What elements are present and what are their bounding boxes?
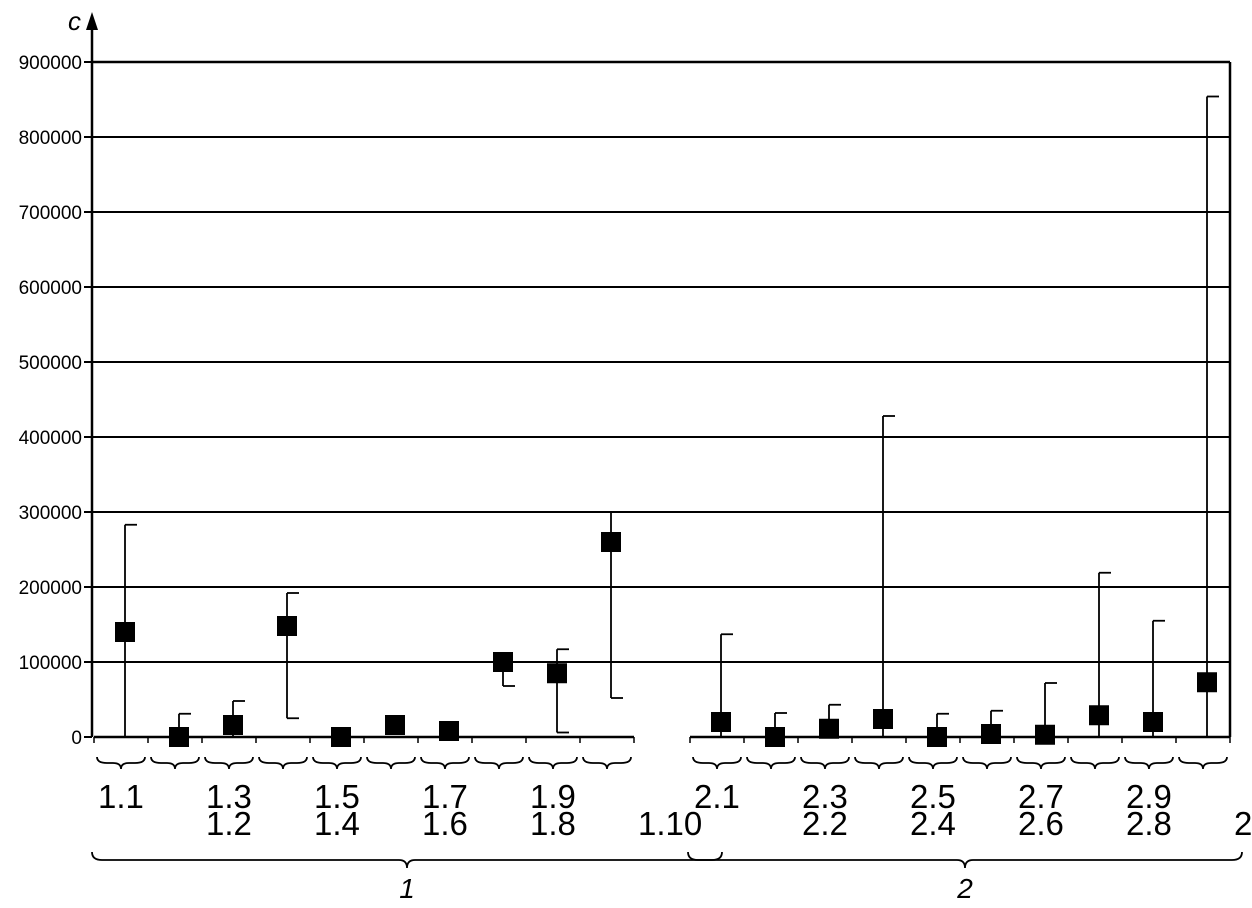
data-point-marker (115, 622, 135, 642)
y-tick-label: 900000 (19, 53, 82, 74)
group-label: 1 (399, 873, 415, 904)
category-label: 2.8 (1126, 805, 1172, 842)
category-brace (746, 756, 796, 770)
category-brace (420, 756, 470, 770)
data-point-marker (493, 652, 513, 672)
category-label: 1.5 (314, 778, 360, 815)
data-point-marker (873, 709, 893, 729)
category-label: 2.6 (1018, 805, 1064, 842)
category-label: 1.9 (530, 778, 576, 815)
y-tick-label: 700000 (19, 203, 82, 224)
category-label: 1.3 (206, 778, 252, 815)
data-point-marker (385, 715, 405, 735)
category-brace (854, 756, 904, 770)
category-label: 2.5 (910, 778, 956, 815)
data-point-marker (1035, 724, 1055, 745)
category-brace (692, 756, 742, 770)
category-label: 2.2 (802, 805, 848, 842)
data-marks (115, 95, 1219, 747)
group-brace (687, 851, 1243, 869)
category-brace (258, 756, 308, 770)
baseline-segments (93, 735, 1231, 743)
data-point-marker (765, 727, 785, 747)
category-label: 2.3 (802, 778, 848, 815)
category-label: 1.4 (314, 805, 360, 842)
y-tick-labels: 0 100000 200000 300000 400000 500000 600000 700… (19, 53, 92, 749)
category-label: 1.1 (98, 778, 144, 815)
category-brace (962, 756, 1012, 770)
category-label: 1.6 (422, 805, 468, 842)
data-point-marker (1089, 705, 1109, 726)
y-tick-label: 600000 (19, 278, 82, 299)
category-label: 1.7 (422, 778, 468, 815)
category-brace (582, 756, 632, 770)
data-point-marker (927, 727, 947, 747)
y-tick-label: 0 (71, 728, 82, 749)
data-point-marker (331, 727, 351, 747)
category-brace (1124, 756, 1174, 770)
category-brace (312, 756, 362, 770)
y-tick-label: 200000 (19, 578, 82, 599)
category-label: 2.7 (1018, 778, 1064, 815)
category-brace (1178, 756, 1228, 770)
y-axis-arrow (86, 12, 98, 30)
category-label: 2.9 (1126, 778, 1172, 815)
y-tick-label: 400000 (19, 428, 82, 449)
data-point-marker (711, 712, 731, 732)
data-point-marker (277, 616, 297, 636)
data-point-marker (169, 727, 189, 747)
data-point-marker (819, 718, 839, 739)
y-tick-label: 500000 (19, 353, 82, 374)
group-label: 2 (956, 873, 973, 904)
category-label: 2.10 (1234, 805, 1252, 842)
y-axis-title: c (68, 6, 81, 36)
category-label: 1.2 (206, 805, 252, 842)
y-tick-label: 800000 (19, 128, 82, 149)
axes: c (68, 6, 1232, 737)
category-brace (96, 756, 146, 770)
category-brace (1016, 756, 1066, 770)
gridlines (92, 136, 1230, 663)
category-label: 2.4 (910, 805, 956, 842)
category-brace (1070, 756, 1120, 770)
y-tick-label: 100000 (19, 653, 82, 674)
data-point-marker (981, 724, 1001, 744)
category-brace (150, 756, 200, 770)
data-point-marker (439, 721, 459, 741)
group-brace (91, 851, 723, 869)
data-point-marker (547, 663, 567, 684)
data-point-marker (1143, 712, 1163, 732)
category-brace (366, 756, 416, 770)
category-label: 1.10 (638, 805, 702, 842)
category-labels: 1.1 1.21.3 1.41.5 1.61.7 1.81.9 1.102.1 2.22.3… (98, 778, 1252, 842)
y-tick-label: 300000 (19, 503, 82, 524)
data-point-marker (223, 715, 243, 735)
category-brace (528, 756, 578, 770)
category-label: 2.1 (694, 778, 740, 815)
data-point-marker (1197, 672, 1217, 693)
category-braces (91, 756, 1243, 869)
category-brace (800, 756, 850, 770)
category-label: 1.8 (530, 805, 576, 842)
category-brace (204, 756, 254, 770)
data-point-marker (601, 532, 621, 552)
category-brace (474, 756, 524, 770)
category-brace (908, 756, 958, 770)
